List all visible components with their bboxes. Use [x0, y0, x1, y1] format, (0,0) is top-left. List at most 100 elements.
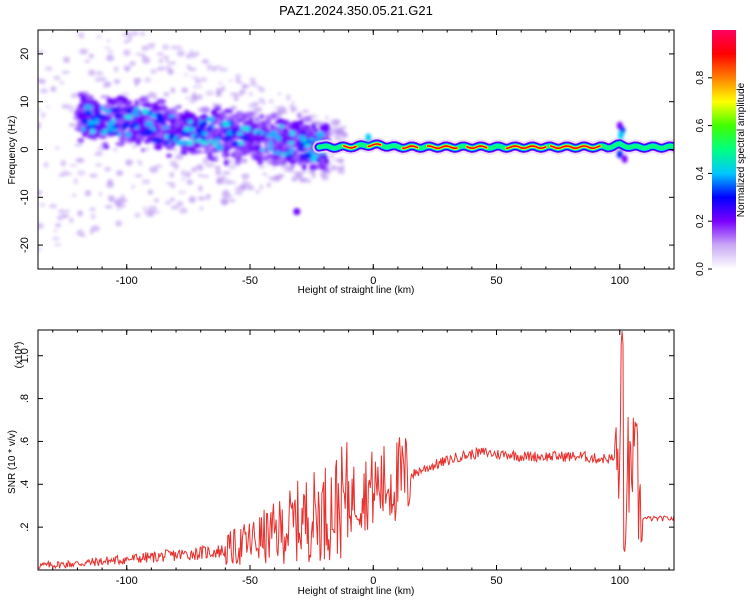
spectrogram-band-blob: [156, 98, 167, 105]
spectrogram-ridge-peak: [426, 145, 458, 150]
spectrogram-noise-blob: [169, 185, 176, 188]
spectrogram-noise-blob: [38, 108, 41, 113]
spectrogram-noise-blob: [89, 53, 94, 59]
spectrogram-noise-blob: [156, 68, 161, 71]
spectrogram-noise-blob: [116, 203, 126, 209]
spectrogram-noise-blob: [321, 174, 330, 181]
spectrogram-band-blob: [259, 113, 265, 120]
spectrogram-noise-blob: [106, 39, 111, 42]
spectrogram-band-blob: [309, 163, 318, 171]
spectrogram-noise-blob: [168, 61, 177, 65]
spectrogram-noise-blob: [113, 147, 118, 152]
y-tick-label: -20: [19, 237, 31, 253]
spectrogram-noise-blob: [123, 40, 130, 44]
spectrogram-hotspot: [164, 141, 170, 145]
spectrogram-noise-blob: [43, 161, 49, 168]
spectrogram-hotspot: [268, 145, 274, 152]
spectrogram-band-blob: [103, 144, 110, 150]
y-tick-label: .8: [19, 394, 31, 403]
spectrogram-noise-blob: [201, 59, 209, 64]
spectrogram-hotspot: [320, 154, 328, 159]
spectrogram-band-blob: [214, 105, 222, 112]
spectrogram-noise-blob: [64, 25, 69, 29]
spectrogram-noise-blob: [215, 169, 222, 176]
spectrogram-noise-blob: [95, 70, 104, 77]
spectrogram-band-blob: [224, 108, 234, 114]
spectrogram-hotspot: [111, 119, 117, 123]
spectrogram-hotspot: [313, 152, 318, 157]
spectrogram-hotspot: [215, 137, 220, 142]
spectrogram-noise-blob: [330, 165, 338, 169]
spectrogram-band-blob: [139, 95, 149, 102]
spectrogram-noise-blob: [123, 64, 132, 70]
spectrogram-noise-blob: [221, 85, 226, 92]
spectrogram-band-blob: [256, 136, 263, 144]
spectrogram-band-blob: [179, 113, 188, 122]
spectrogram-hotspot: [93, 118, 100, 125]
spectrogram-noise-blob: [92, 15, 98, 19]
spectrogram-noise-blob: [277, 92, 281, 96]
spectrogram-noise-blob: [115, 220, 123, 226]
spectrogram-noise-blob: [129, 60, 136, 67]
spectrogram-hotspot: [155, 112, 163, 118]
spectrogram-noise-blob: [129, 21, 137, 25]
y-tick-label: 10: [19, 96, 31, 108]
spectrogram-noise-blob: [77, 14, 81, 21]
spectrogram-noise-blob: [46, 105, 50, 108]
spectrogram-noise-blob: [44, 66, 53, 72]
spectrogram-noise-blob: [76, 32, 85, 37]
spectrogram-hotspot: [297, 135, 307, 140]
spectrogram-hotspot: [122, 125, 127, 131]
spectrogram-band-blob: [225, 151, 231, 158]
spectrogram-band-blob: [292, 125, 300, 132]
spectrogram-noise-blob: [79, 48, 88, 55]
spectrogram-noise-blob: [221, 201, 230, 205]
spectrogram-noise-blob: [113, 66, 119, 73]
spectrogram-band-blob: [268, 160, 279, 165]
spectrogram-noise-blob: [196, 85, 203, 88]
spectrogram-noise-blob: [148, 92, 158, 95]
spectrogram-noise-blob: [53, 243, 62, 247]
spectrogram-band-blob: [104, 106, 113, 110]
spectrogram-band-blob: [242, 158, 248, 164]
spectrogram-hotspot: [298, 142, 306, 148]
spectrogram-band-blob: [323, 157, 330, 165]
spectrogram-noise-blob: [205, 162, 215, 168]
spectrogram-noise-blob: [190, 75, 199, 79]
spectrogram-noise-blob: [180, 169, 187, 177]
spectrogram-hotspot: [199, 121, 208, 128]
spectrogram-heatmap: [38, 2, 674, 252]
spectrogram-noise-blob: [72, 193, 77, 198]
spectrogram-noise-blob: [76, 170, 86, 176]
spectrogram-band-blob: [214, 112, 222, 119]
spectrogram-noise-blob: [174, 45, 183, 50]
spectrogram-band-blob: [299, 158, 305, 163]
spectrogram-noise-blob: [60, 159, 67, 167]
spectrogram-hotspot: [213, 135, 222, 140]
spectrogram-noise-blob: [185, 96, 189, 100]
spectrogram-hotspot: [106, 123, 115, 128]
spectrogram-band-blob: [257, 122, 263, 128]
spectrogram-hotspot: [208, 125, 213, 131]
spectrogram-hotspot: [102, 129, 109, 133]
spectrogram-noise-blob: [134, 81, 139, 87]
spectrogram-noise-blob: [189, 49, 194, 57]
spectrogram-noise-blob: [161, 44, 170, 50]
spectrogram-band-blob: [282, 130, 290, 134]
spectrogram-noise-blob: [47, 2, 50, 5]
spectrogram-noise-blob: [116, 170, 124, 177]
spectrogram-band-blob: [248, 140, 254, 145]
x-tick-label: -50: [242, 275, 258, 287]
spectrogram-noise-blob: [59, 80, 65, 85]
spectrogram-x-axis-label: Height of straight line (km): [298, 285, 415, 296]
spectrogram-band-blob: [264, 154, 275, 160]
spectrogram-hotspot: [205, 117, 214, 122]
spectrogram-hotspot: [287, 141, 295, 145]
spectrogram-hotspot: [187, 119, 193, 124]
spectrogram-noise-blob: [194, 165, 201, 169]
spectrogram-disturbance: [365, 121, 628, 164]
spectrogram-noise-blob: [147, 189, 154, 196]
spectrogram-noise-blob: [38, 123, 41, 130]
spectrogram-noise-blob: [314, 121, 321, 126]
spectrogram-noise-blob: [108, 196, 114, 203]
